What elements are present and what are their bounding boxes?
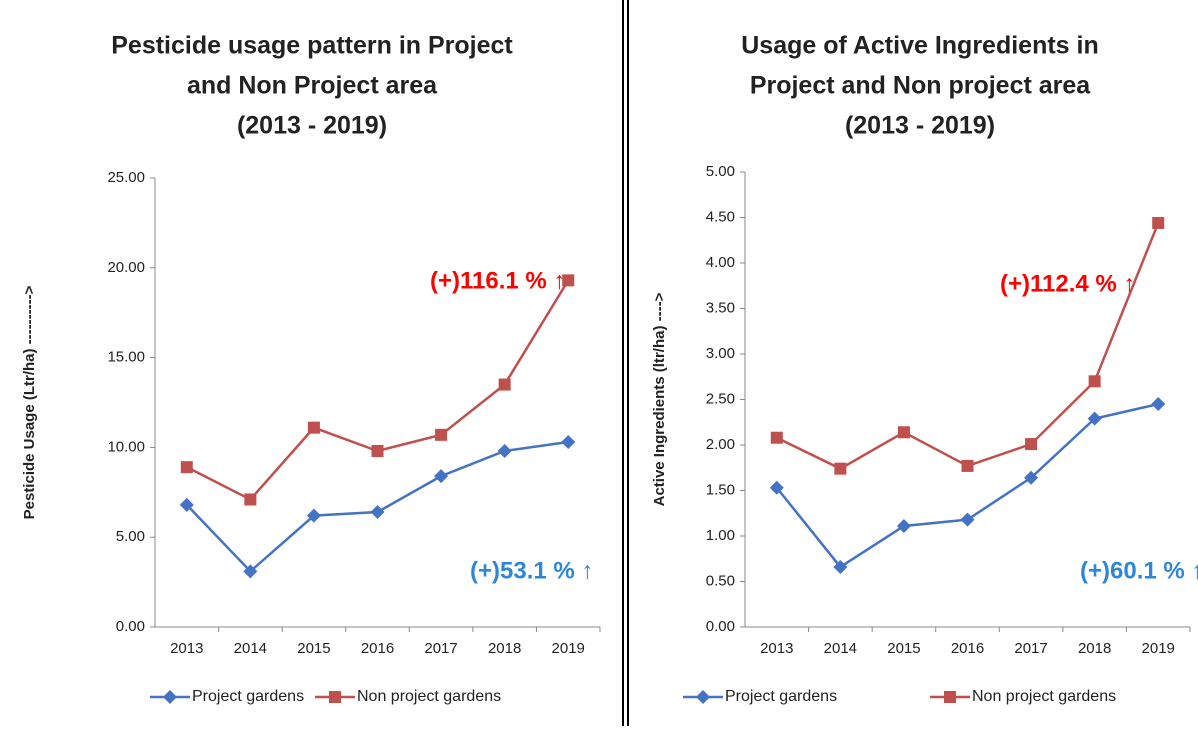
chart-title: and Non Project area bbox=[187, 72, 438, 100]
x-tick-label: 2019 bbox=[1142, 640, 1175, 657]
x-tick-label: 2017 bbox=[424, 640, 457, 657]
y-tick-label: 15.00 bbox=[107, 349, 145, 366]
marker bbox=[1024, 470, 1039, 485]
marker bbox=[696, 690, 710, 704]
marker bbox=[307, 421, 320, 434]
marker bbox=[498, 378, 511, 391]
y-tick-label: 25.00 bbox=[107, 169, 145, 186]
legend-label: Non project gardens bbox=[357, 688, 501, 705]
marker bbox=[179, 497, 194, 512]
marker bbox=[180, 461, 193, 474]
chart-title: (2013 - 2019) bbox=[845, 112, 995, 140]
marker bbox=[944, 691, 956, 703]
marker bbox=[896, 518, 911, 533]
annotation: (+)60.1 % ↑ bbox=[1080, 557, 1198, 584]
marker bbox=[371, 444, 384, 457]
chart-title: Project and Non project area bbox=[750, 72, 1091, 100]
marker bbox=[833, 559, 848, 574]
x-tick-label: 2017 bbox=[1014, 640, 1047, 657]
marker bbox=[243, 564, 258, 579]
x-tick-label: 2016 bbox=[951, 640, 984, 657]
marker bbox=[434, 469, 449, 484]
marker bbox=[897, 426, 910, 439]
y-tick-label: 1.00 bbox=[706, 527, 735, 544]
y-tick-label: 2.50 bbox=[706, 390, 735, 407]
marker bbox=[1087, 411, 1102, 426]
series-line bbox=[186, 279, 570, 502]
annotation: (+)116.1 % ↑ bbox=[430, 267, 565, 294]
x-tick-label: 2013 bbox=[170, 640, 203, 657]
chart-title: (2013 - 2019) bbox=[237, 112, 387, 140]
marker bbox=[769, 480, 784, 495]
marker bbox=[435, 428, 448, 441]
x-tick-label: 2016 bbox=[361, 640, 394, 657]
annotation: (+)112.4 % ↑ bbox=[1000, 270, 1135, 297]
marker bbox=[163, 690, 177, 704]
marker bbox=[770, 431, 783, 444]
y-tick-label: 20.00 bbox=[107, 259, 145, 276]
marker bbox=[244, 493, 257, 506]
marker bbox=[497, 443, 512, 458]
annotation: (+)53.1 % ↑ bbox=[470, 557, 593, 584]
x-tick-label: 2018 bbox=[488, 640, 521, 657]
x-tick-label: 2014 bbox=[234, 640, 267, 657]
marker bbox=[1151, 397, 1166, 412]
legend-label: Project gardens bbox=[192, 688, 304, 705]
series-line bbox=[775, 402, 1159, 569]
y-tick-label: 5.00 bbox=[706, 163, 735, 180]
marker bbox=[306, 508, 321, 523]
x-tick-label: 2015 bbox=[887, 640, 920, 657]
marker bbox=[329, 691, 341, 703]
y-tick-label: 4.00 bbox=[706, 254, 735, 271]
x-tick-label: 2018 bbox=[1078, 640, 1111, 657]
marker bbox=[370, 505, 385, 520]
marker bbox=[960, 512, 975, 527]
marker bbox=[1088, 375, 1101, 388]
x-tick-label: 2013 bbox=[760, 640, 793, 657]
y-tick-label: 3.00 bbox=[706, 345, 735, 362]
y-tick-label: 10.00 bbox=[107, 438, 145, 455]
marker bbox=[562, 274, 575, 287]
y-tick-label: 0.00 bbox=[706, 618, 735, 635]
y-tick-label: 0.00 bbox=[116, 618, 145, 635]
legend-label: Non project gardens bbox=[972, 688, 1116, 705]
y-tick-label: 1.50 bbox=[706, 481, 735, 498]
marker bbox=[1152, 216, 1165, 229]
y-axis-label: Active Ingredients (ltr/ha) ----> bbox=[651, 292, 668, 506]
legend-label: Project gardens bbox=[725, 688, 837, 705]
y-tick-label: 3.50 bbox=[706, 299, 735, 316]
series-line bbox=[776, 222, 1160, 471]
marker bbox=[961, 459, 974, 472]
y-tick-label: 2.00 bbox=[706, 436, 735, 453]
y-tick-label: 5.00 bbox=[116, 528, 145, 545]
chart-title: Usage of Active Ingredients in bbox=[741, 32, 1098, 60]
x-tick-label: 2014 bbox=[824, 640, 857, 657]
marker bbox=[834, 462, 847, 475]
marker bbox=[561, 435, 576, 450]
y-tick-label: 0.50 bbox=[706, 572, 735, 589]
y-axis-label: Pesticide Usage (Ltr/ha) ----------> bbox=[21, 285, 38, 519]
marker bbox=[1025, 438, 1038, 451]
x-tick-label: 2019 bbox=[552, 640, 585, 657]
x-tick-label: 2015 bbox=[297, 640, 330, 657]
chart-title: Pesticide usage pattern in Project bbox=[111, 32, 513, 60]
y-tick-label: 4.50 bbox=[706, 208, 735, 225]
